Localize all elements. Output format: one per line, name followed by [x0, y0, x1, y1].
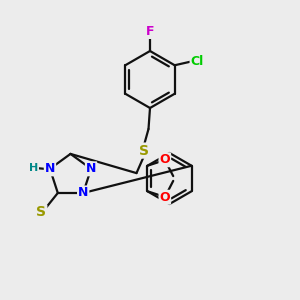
Text: O: O [160, 153, 170, 166]
Text: S: S [139, 144, 149, 158]
Text: N: N [78, 187, 88, 200]
Text: N: N [86, 162, 96, 175]
Text: S: S [36, 206, 46, 220]
Text: Cl: Cl [190, 55, 204, 68]
Text: N: N [45, 162, 55, 175]
Text: H: H [29, 163, 38, 173]
Text: F: F [146, 25, 154, 38]
Text: O: O [160, 191, 170, 204]
